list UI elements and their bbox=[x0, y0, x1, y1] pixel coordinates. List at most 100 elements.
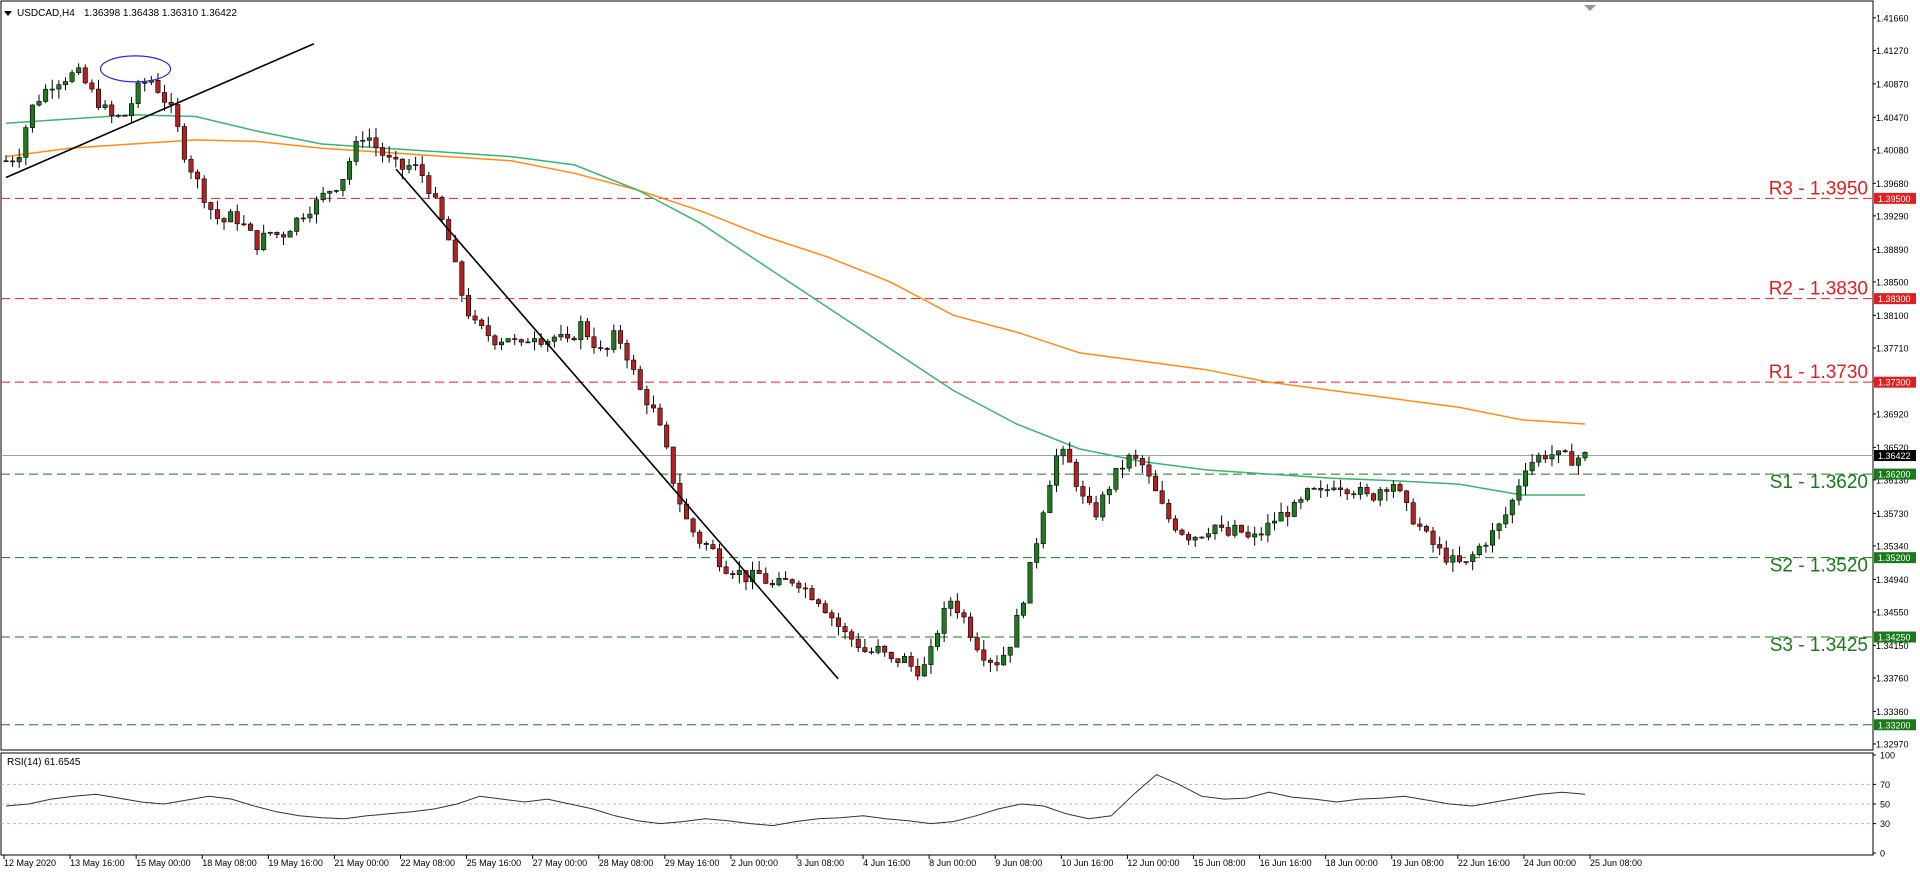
bear-candle bbox=[380, 147, 386, 156]
bull-candle bbox=[1106, 488, 1112, 496]
level-price-tag-label: 1.38300 bbox=[1878, 294, 1911, 304]
time-tick-label: 4 Jun 16:00 bbox=[863, 858, 910, 868]
bear-candle bbox=[155, 80, 161, 93]
price-tick-label: 1.36520 bbox=[1876, 443, 1909, 453]
bear-candle bbox=[479, 319, 485, 326]
bear-candle bbox=[584, 321, 590, 338]
price-tick-label: 1.41660 bbox=[1876, 13, 1909, 23]
bear-candle bbox=[842, 626, 848, 633]
bull-candle bbox=[340, 179, 346, 191]
level-price-tag-label: 1.35200 bbox=[1878, 553, 1911, 563]
bear-candle bbox=[1225, 527, 1231, 536]
bull-candle bbox=[1232, 524, 1238, 536]
chart-symbol-timeframe: USDCAD,H4 bbox=[17, 8, 75, 19]
bear-candle bbox=[109, 104, 115, 116]
bull-candle bbox=[1509, 499, 1515, 516]
bear-candle bbox=[1417, 523, 1423, 527]
symbol-dropdown-icon[interactable] bbox=[4, 11, 12, 16]
bull-candle bbox=[736, 570, 742, 575]
bear-candle bbox=[82, 67, 88, 84]
time-tick-label: 9 Jun 08:00 bbox=[995, 858, 1042, 868]
price-tick-label: 1.39290 bbox=[1876, 211, 1909, 221]
time-tick-label: 29 May 16:00 bbox=[665, 858, 720, 868]
chart-ohlc-values: 1.36398 1.36438 1.36310 1.36422 bbox=[84, 8, 237, 19]
bear-candle bbox=[1146, 464, 1152, 477]
price-tick-label: 1.41270 bbox=[1876, 46, 1909, 56]
bull-candle bbox=[1113, 468, 1119, 490]
bull-candle bbox=[56, 84, 62, 90]
resistance-level-label: R3 - 1.3950 bbox=[1769, 178, 1868, 199]
level-price-tag bbox=[1874, 552, 1916, 564]
support-level-label: S3 - 1.3425 bbox=[1770, 635, 1868, 656]
bear-candle bbox=[1133, 454, 1139, 459]
bear-candle bbox=[697, 531, 703, 544]
bull-candle bbox=[314, 199, 320, 215]
bear-candle bbox=[809, 588, 815, 601]
bear-candle bbox=[399, 158, 405, 170]
bear-candle bbox=[644, 389, 650, 406]
bear-candle bbox=[763, 573, 769, 584]
time-tick-label: 16 Jun 16:00 bbox=[1260, 858, 1312, 868]
bull-candle bbox=[1390, 484, 1396, 492]
bull-candle bbox=[611, 330, 617, 350]
level-price-tag bbox=[1874, 376, 1916, 388]
bear-candle bbox=[208, 202, 214, 210]
bull-candle bbox=[1014, 615, 1020, 648]
bear-candle bbox=[10, 160, 16, 163]
bear-candle bbox=[465, 295, 471, 317]
time-tick-label: 18 May 08:00 bbox=[202, 858, 257, 868]
bear-candle bbox=[591, 336, 597, 348]
support-resistance-levels: 1.39500 1.38300 1.37300 1.36200 1.35200 1.342… bbox=[1, 192, 1916, 731]
bear-candle bbox=[617, 330, 623, 344]
bull-candle bbox=[1040, 512, 1046, 544]
bear-candle bbox=[604, 348, 610, 350]
bear-candle bbox=[994, 662, 1000, 666]
bull-candle bbox=[1192, 536, 1198, 541]
bear-candle bbox=[908, 656, 914, 667]
bear-candle bbox=[598, 347, 604, 349]
bear-candle bbox=[95, 88, 101, 108]
candlesticks bbox=[3, 63, 1588, 681]
bear-candle bbox=[664, 424, 670, 448]
bull-candle bbox=[1199, 536, 1205, 539]
bull-candle bbox=[1582, 451, 1588, 459]
bull-candle bbox=[558, 334, 564, 338]
bear-candle bbox=[796, 582, 802, 589]
rsi-panel: 100 70 50 30 0 bbox=[1, 751, 1895, 859]
bear-candle bbox=[234, 211, 240, 225]
bear-candle bbox=[419, 164, 425, 176]
level-price-tag bbox=[1874, 468, 1916, 480]
bear-candle bbox=[122, 115, 128, 117]
bear-candle bbox=[1463, 561, 1469, 563]
bear-candle bbox=[393, 156, 399, 160]
bull-candle bbox=[1450, 555, 1456, 563]
trendline bbox=[5, 43, 315, 179]
bull-candle bbox=[1305, 488, 1311, 500]
bull-candle bbox=[36, 101, 42, 106]
bull-candle bbox=[1470, 554, 1476, 562]
bear-candle bbox=[835, 617, 841, 627]
bear-candle bbox=[1569, 451, 1575, 466]
bull-candle bbox=[228, 211, 234, 223]
bear-candle bbox=[789, 579, 795, 584]
bear-candle bbox=[717, 548, 723, 568]
price-tick-label: 1.37710 bbox=[1876, 343, 1909, 353]
bear-candle bbox=[631, 359, 637, 370]
price-tick-label: 1.39680 bbox=[1876, 179, 1909, 189]
bull-candle bbox=[1496, 523, 1502, 531]
bear-candle bbox=[1338, 487, 1344, 491]
time-tick-label: 3 Jun 08:00 bbox=[797, 858, 844, 868]
bear-candle bbox=[1093, 502, 1099, 518]
time-tick-label: 8 Jun 00:00 bbox=[929, 858, 976, 868]
level-price-tag-label: 1.37300 bbox=[1878, 378, 1911, 388]
bear-candle bbox=[895, 658, 901, 663]
bear-candle bbox=[690, 518, 696, 533]
one-click-trading-arrow-icon[interactable] bbox=[1584, 5, 1596, 11]
bear-candle bbox=[274, 231, 280, 235]
bear-candle bbox=[650, 404, 656, 409]
bull-candle bbox=[366, 137, 372, 141]
time-tick-label: 10 Jun 16:00 bbox=[1061, 858, 1113, 868]
bear-candle bbox=[1364, 486, 1370, 495]
